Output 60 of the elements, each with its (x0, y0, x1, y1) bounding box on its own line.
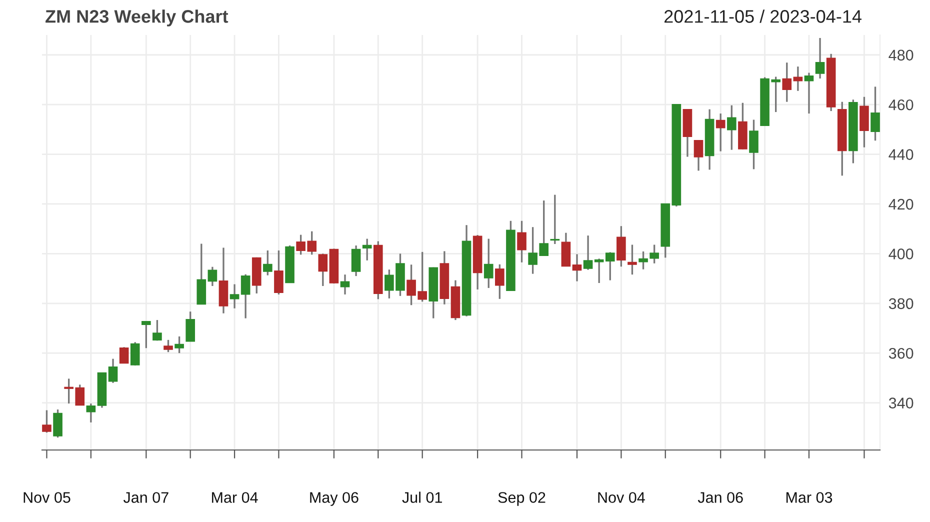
candlestick (164, 339, 173, 353)
candlestick (517, 220, 526, 264)
y-tick-label: 360 (888, 348, 914, 359)
x-tick-label: Jan 07 (123, 492, 168, 503)
x-tick-label: May 06 (310, 492, 358, 506)
candlestick (263, 250, 272, 276)
candlestick (230, 283, 240, 310)
x-tick-label: Mar 03 (786, 492, 832, 503)
y-tick-label: 460 (888, 99, 914, 110)
x-tick-label: Nov 05 (24, 492, 70, 503)
y-tick-label: 480 (888, 50, 914, 61)
candlestick (716, 112, 726, 152)
candlestick (274, 250, 284, 296)
candlestick (174, 336, 184, 354)
x-tick-label: Nov 04 (598, 492, 645, 503)
candlestick (650, 244, 659, 264)
chart-subtitle: 2021-11-05 / 2023-04-14 (664, 10, 862, 23)
y-tick-label: 340 (888, 398, 914, 408)
candlestick (694, 140, 704, 172)
x-tick-label: Sep 02 (498, 492, 546, 506)
candlestick (605, 251, 615, 282)
candlestick (186, 310, 196, 342)
y-tick-label: 400 (888, 248, 914, 260)
y-tick-label: 380 (888, 298, 914, 310)
candlestick (53, 408, 62, 438)
candlestick (870, 86, 880, 142)
candlestick (495, 264, 504, 300)
chart-title: ZM N23 Weekly Chart (46, 10, 228, 26)
x-tick-label: Mar 04 (212, 492, 258, 503)
candlestick (726, 104, 736, 151)
candlestick (793, 66, 803, 92)
candlestick (351, 244, 361, 277)
candlestick (119, 346, 129, 364)
candlestick (616, 225, 626, 268)
candlestick (628, 244, 637, 276)
candlestick (583, 234, 593, 271)
x-tick-label: Jul 01 (402, 492, 442, 503)
y-tick-label: 440 (888, 149, 914, 160)
candlestick (484, 238, 494, 289)
candlestick (550, 194, 560, 245)
candlestick (142, 320, 151, 349)
x-tick-label: Jan 06 (698, 492, 743, 503)
candlestick (152, 319, 162, 342)
candlestick (572, 253, 582, 282)
candlestick (208, 266, 218, 287)
candlestick (362, 238, 372, 262)
candlestick (340, 274, 350, 296)
candlestick (108, 358, 118, 384)
candlestick (561, 232, 571, 267)
candlestick (804, 72, 814, 114)
candlestick (638, 250, 648, 270)
candlestick (86, 402, 96, 424)
candlestick (318, 252, 328, 287)
y-tick-label: 420 (888, 198, 914, 210)
candlestick (240, 273, 250, 320)
candlestick (749, 118, 758, 170)
candlestick (130, 341, 140, 366)
candlestick (782, 62, 792, 103)
candlestick (815, 37, 825, 80)
candlestick (42, 409, 52, 434)
